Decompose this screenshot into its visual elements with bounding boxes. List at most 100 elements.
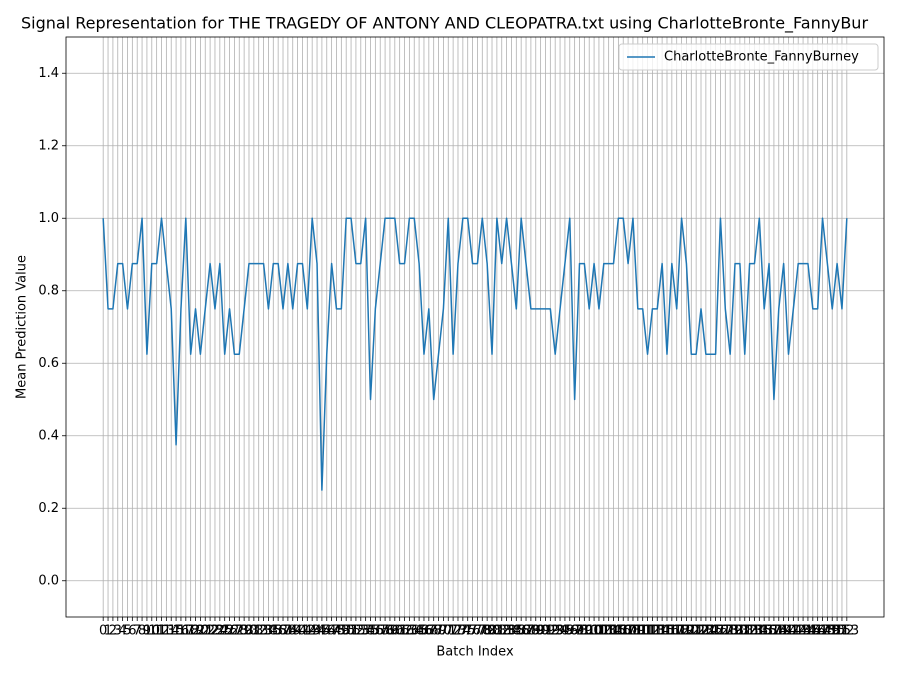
x-tick-label: 100 [577,624,602,639]
x-tick-label: 13 [158,624,175,639]
x-tick-label: 10 [144,624,161,639]
x-tick-label: 80 [484,624,501,639]
x-tick-label: 133 [737,624,762,639]
x-tick-label: 24 [212,624,229,639]
x-tick-label: 21 [197,624,214,639]
x-tick-label: 74 [455,624,472,639]
x-tick-label: 140 [771,624,796,639]
x-tick-label: 55 [362,624,379,639]
x-tick-label: 49 [333,624,350,639]
x-tick-label: 89 [527,624,544,639]
x-tick-label: 135 [747,624,772,639]
x-tick-label: 122 [684,624,709,639]
x-tick-label: 53 [353,624,370,639]
x-tick-label: 4 [118,624,126,639]
x-tick-label: 40 [289,624,306,639]
x-tick-label: 60 [387,624,404,639]
x-tick-label: 92 [542,624,559,639]
x-tick-label: 52 [348,624,365,639]
x-tick-label: 65 [411,624,428,639]
x-tick-label: 56 [367,624,384,639]
x-tick-label: 45 [314,624,331,639]
x-tick-label: 96 [562,624,579,639]
x-tick-label: 130 [723,624,748,639]
x-tick-label: 102 [587,624,612,639]
y-tick-label: 0.2 [38,501,59,516]
x-tick-label: 147 [805,624,830,639]
series-line [102,217,848,491]
x-tick-label: 143 [786,624,811,639]
x-tick-label: 151 [825,624,850,639]
x-tick-label: 114 [645,624,670,639]
x-tick-label: 127 [708,624,733,639]
x-tick-label: 71 [440,624,457,639]
x-tick-label: 84 [503,624,520,639]
x-tick-label: 5 [123,624,131,639]
x-tick-label: 54 [357,624,374,639]
legend-box [618,43,879,71]
x-tick-label: 128 [713,624,738,639]
x-tick-label: 70 [435,624,452,639]
y-tick-label: 0.4 [38,428,59,443]
x-tick-label: 117 [659,624,684,639]
x-tick-label: 112 [635,624,660,639]
x-tick-label: 124 [693,624,718,639]
x-tick-label: 101 [582,624,607,639]
x-tick-label: 149 [815,624,840,639]
x-tick-label: 137 [757,624,782,639]
x-tick-label: 9 [143,624,151,639]
x-tick-label: 87 [518,624,535,639]
x-tick-label: 141 [776,624,801,639]
x-tick-label: 125 [698,624,723,639]
x-tick-label: 116 [655,624,680,639]
x-tick-label: 48 [328,624,345,639]
x-tick-label: 19 [187,624,204,639]
x-tick-label: 142 [781,624,806,639]
x-tick-label: 69 [430,624,447,639]
x-tick-label: 12 [153,624,170,639]
x-tick-label: 57 [372,624,389,639]
x-tick-label: 27 [226,624,243,639]
y-tick-label: 1.0 [38,211,59,226]
x-tick-label: 145 [796,624,821,639]
x-tick-label: 126 [703,624,728,639]
x-tick-label: 85 [508,624,525,639]
x-tick-label: 107 [611,624,636,639]
x-tick-label: 3 [114,624,122,639]
x-tick-label: 129 [718,624,743,639]
x-tick-label: 39 [284,624,301,639]
x-tick-label: 132 [732,624,757,639]
x-tick-label: 2 [109,624,117,639]
x-tick-label: 78 [474,624,491,639]
x-tick-label: 1 [104,624,112,639]
x-tick-label: 14 [163,624,180,639]
x-tick-label: 136 [752,624,777,639]
x-axis-label: Batch Index [436,645,514,660]
x-tick-label: 82 [493,624,510,639]
x-tick-label: 50 [338,624,355,639]
x-tick-label: 29 [236,624,253,639]
x-tick-label: 110 [625,624,650,639]
chart-title: Signal Representation for THE TRAGEDY OF… [21,14,868,34]
x-tick-label: 111 [630,624,655,639]
x-tick-label: 63 [401,624,418,639]
x-tick-label: 86 [513,624,530,639]
x-tick-label: 119 [669,624,694,639]
x-tick-label: 41 [294,624,311,639]
x-tick-label: 94 [552,624,569,639]
x-tick-label: 30 [241,624,258,639]
x-tick-label: 22 [202,624,219,639]
x-tick-label: 36 [270,624,287,639]
x-tick-label: 66 [416,624,433,639]
x-tick-label: 0 [99,624,107,639]
x-tick-label: 6 [128,624,136,639]
legend-label: CharlotteBronte_FannyBurney [664,50,859,65]
x-tick-label: 73 [450,624,467,639]
x-tick-label: 76 [464,624,481,639]
x-tick-label: 90 [532,624,549,639]
x-tick-label: 28 [231,624,248,639]
x-tick-label: 139 [766,624,791,639]
x-tick-label: 150 [820,624,845,639]
x-tick-label: 25 [216,624,233,639]
